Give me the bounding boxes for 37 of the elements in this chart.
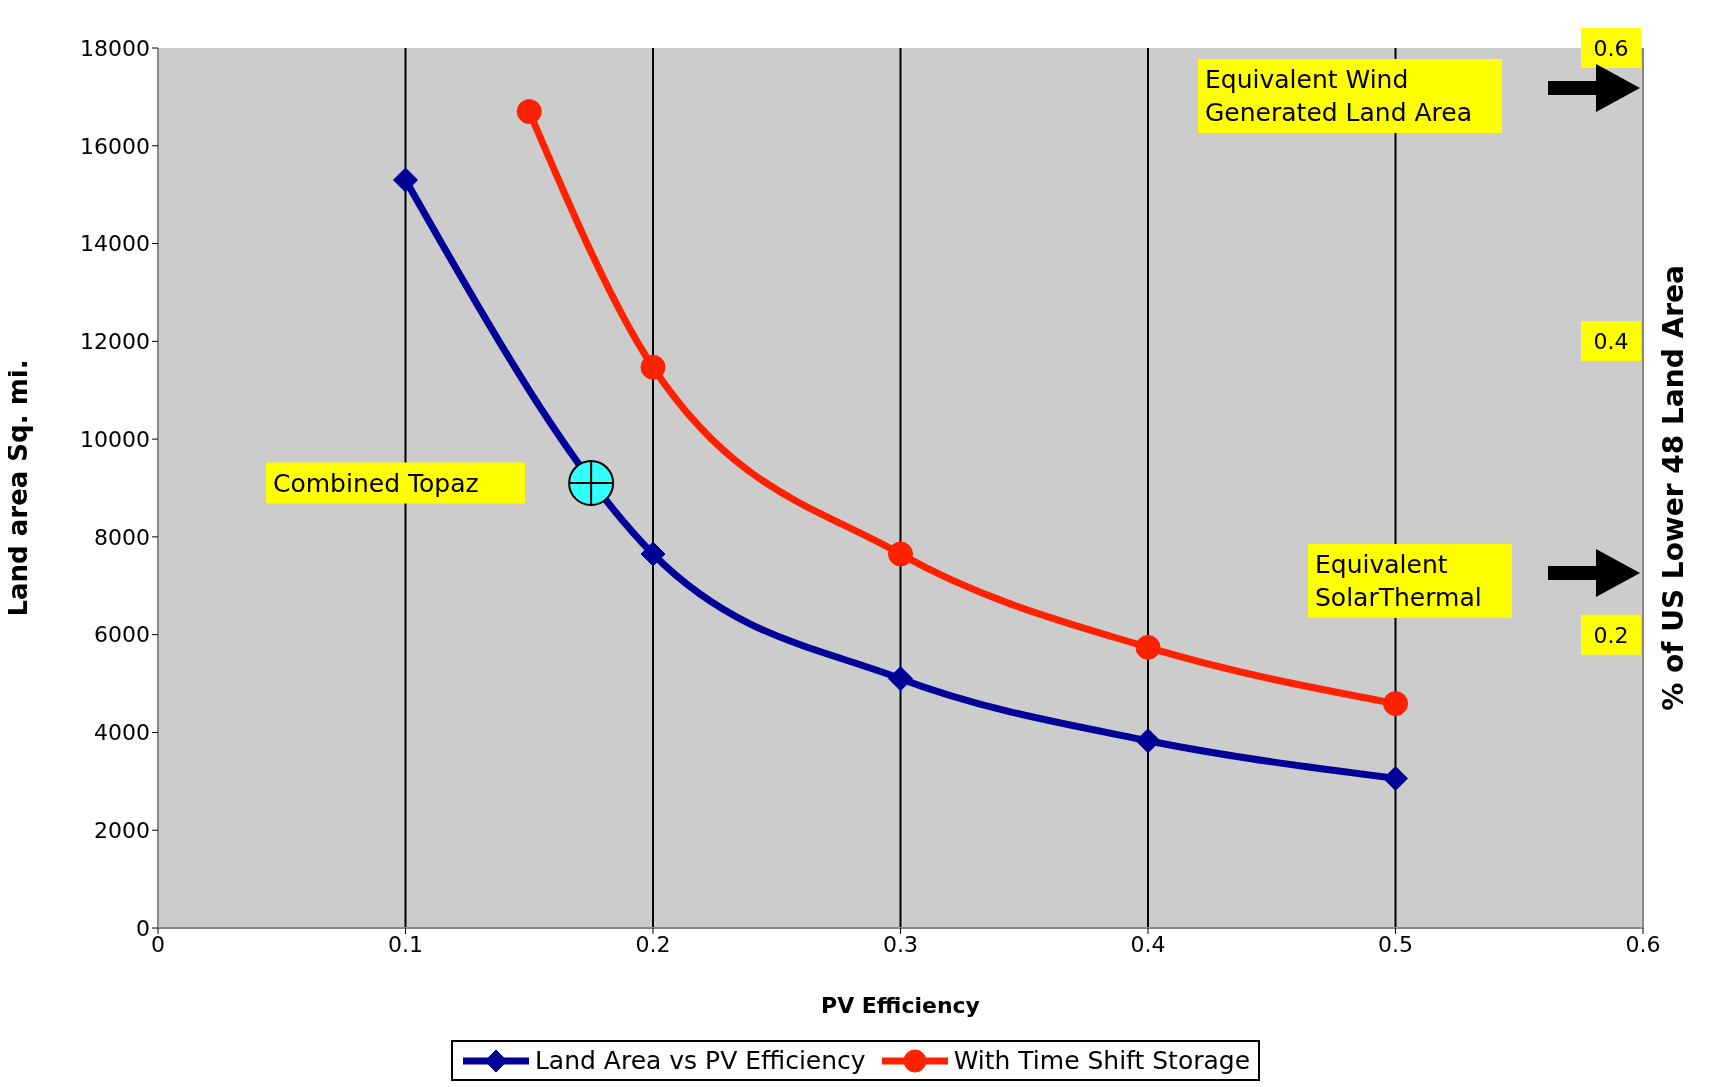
y2-tick-label: 0.6: [1593, 36, 1629, 61]
point: [640, 541, 666, 567]
legend-label: With Time Shift Storage: [953, 1046, 1251, 1075]
annotation: Equivalent SolarThermal: [1308, 544, 1512, 618]
legend-label: Land Area vs PV Efficiency: [534, 1046, 866, 1075]
x-tick-label: 0.6: [1625, 931, 1661, 957]
annotation: Equivalent Wind Generated Land Area: [1198, 59, 1502, 133]
y-tick-label: 10000: [80, 426, 150, 452]
point: [888, 541, 913, 567]
point: [888, 666, 913, 692]
y-tick-label: 4000: [94, 720, 150, 746]
point: [516, 99, 542, 125]
x-tick-label: 0.2: [635, 931, 671, 957]
y-axis-title: Land area Sq. mi.: [3, 359, 34, 617]
point: [640, 354, 666, 380]
x-tick-label: 0.3: [883, 931, 918, 957]
y2-tick-label: 0.2: [1593, 622, 1629, 648]
y-tick-label: 8000: [94, 524, 150, 550]
x-tick-label: 0.4: [1130, 931, 1166, 957]
point: [1135, 634, 1161, 660]
x-tick-label: 0.1: [388, 931, 423, 957]
point: [1383, 691, 1408, 717]
annotation: Combined Topaz: [266, 462, 525, 504]
y2-axis-title: % of US Lower 48 Land Area: [1657, 265, 1690, 711]
y-tick-label: 16000: [80, 133, 150, 159]
y2-tick-label: 0.4: [1593, 329, 1629, 355]
y-tick-label: 14000: [80, 231, 150, 257]
y-tick-label: 6000: [94, 622, 150, 648]
y-tick-label: 2000: [94, 818, 150, 844]
point: [393, 167, 418, 193]
y-tick-label: 18000: [80, 35, 150, 61]
x-tick-label: 0.5: [1378, 931, 1413, 957]
point: [1135, 728, 1161, 754]
x-axis-title: PV Efficiency: [821, 993, 980, 1018]
point: [1383, 765, 1408, 791]
y-tick-label: 12000: [80, 329, 150, 355]
y-tick-label: 0: [136, 915, 150, 941]
